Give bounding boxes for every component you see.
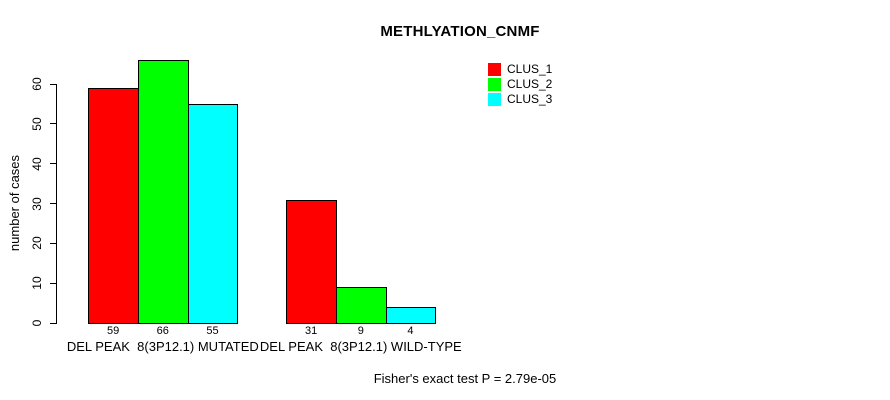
chart-title: METHLYATION_CNMF [380, 23, 540, 40]
legend-swatch-icon [488, 78, 501, 91]
y-tick-label: 30 [30, 196, 44, 211]
y-tick-mark [50, 163, 57, 165]
bar-value-label: 59 [107, 325, 120, 337]
bar-clus_2-group2 [335, 287, 387, 324]
bar-clus_2-group1 [137, 60, 189, 324]
y-tick-label: 60 [30, 77, 44, 91]
bar-value-label: 31 [305, 325, 318, 337]
y-axis-line [56, 84, 57, 324]
legend-item-clus_1: CLUS_1 [488, 62, 552, 77]
bar-value-label: 9 [357, 325, 364, 337]
y-tick-mark [50, 83, 57, 85]
bar-clus_3-group1 [187, 103, 239, 324]
bar-clus_3-group2 [385, 307, 437, 324]
bar-clus_1-group1 [88, 87, 139, 324]
y-tick-mark [50, 203, 57, 204]
group-label: DEL PEAK 8(3P12.1) WILD-TYPE [259, 339, 462, 354]
legend-swatch-icon [488, 93, 501, 106]
y-tick-label: 10 [30, 276, 44, 290]
fisher-test-footnote: Fisher's exact test P = 2.79e-05 [373, 371, 557, 386]
y-tick-label: 20 [30, 236, 44, 251]
legend-item-clus_2: CLUS_2 [488, 77, 552, 92]
legend-label: CLUS_1 [507, 62, 553, 76]
y-tick-mark [50, 322, 57, 324]
y-tick-mark [50, 123, 57, 125]
legend-label: CLUS_2 [507, 77, 553, 91]
legend-item-clus_3: CLUS_3 [488, 92, 552, 107]
bar-clus_1-group2 [286, 199, 337, 324]
group-label: DEL PEAK 8(3P12.1) MUTATED [66, 339, 259, 354]
bar-value-label: 4 [407, 325, 414, 337]
y-tick-label: 0 [30, 319, 44, 327]
y-tick-label: 50 [30, 117, 44, 131]
bar-value-label: 55 [206, 325, 219, 337]
legend-label: CLUS_3 [507, 92, 553, 106]
legend-swatch-icon [488, 63, 501, 76]
y-tick-label: 40 [30, 156, 44, 171]
y-tick-mark [50, 242, 57, 244]
y-axis-label: number of cases [7, 154, 22, 252]
y-tick-mark [50, 282, 57, 284]
legend: CLUS_1 CLUS_2 CLUS_3 [488, 62, 552, 107]
bar-value-label: 66 [156, 325, 169, 337]
